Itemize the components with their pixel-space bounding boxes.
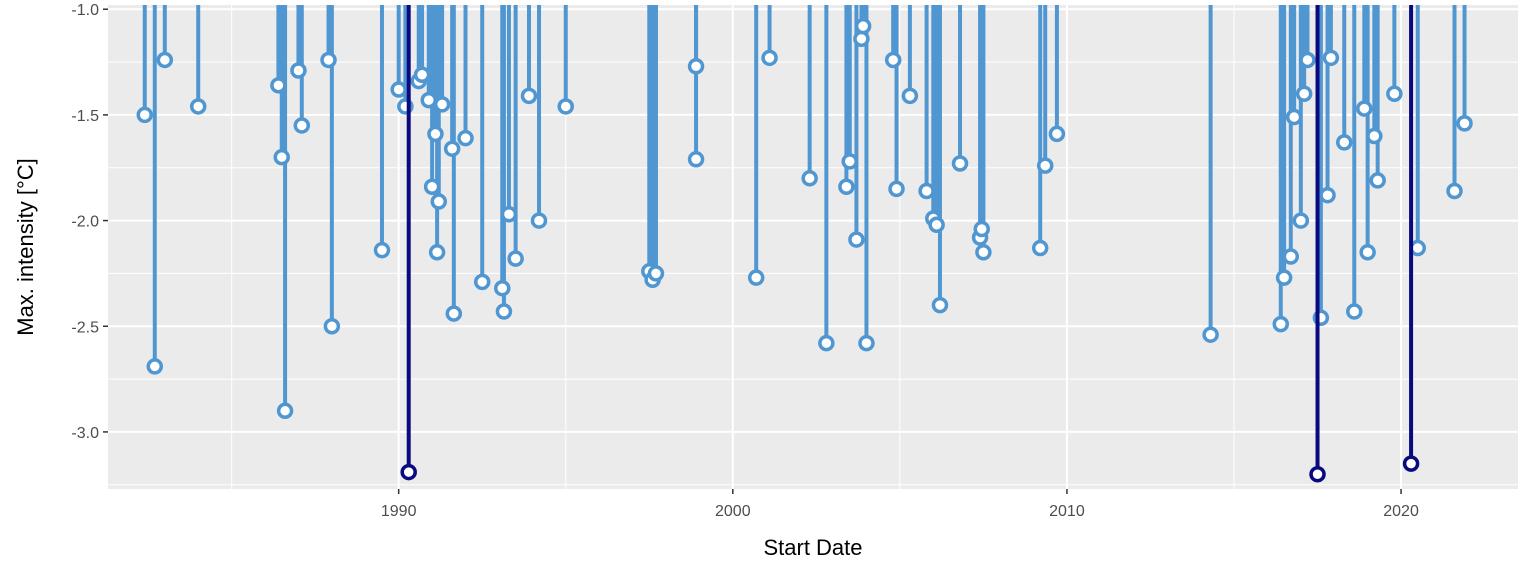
- event-point: [413, 66, 431, 83]
- event-point: [1272, 315, 1290, 333]
- event-point: [1295, 85, 1313, 103]
- event-point: [901, 87, 919, 105]
- x-tick-label: 2010: [1049, 503, 1085, 520]
- event-point: [1409, 239, 1427, 257]
- chart-marks: [136, 5, 1473, 483]
- event-point: [189, 98, 207, 115]
- event-point: [848, 231, 865, 248]
- event-point: [507, 250, 524, 267]
- event-point: [687, 58, 705, 75]
- event-point: [951, 155, 969, 172]
- event-point: [290, 62, 307, 79]
- event-point: [801, 170, 818, 187]
- event-point: [430, 193, 448, 210]
- event-point: [273, 148, 290, 166]
- event-point: [420, 91, 438, 109]
- event-point: [841, 153, 859, 170]
- x-tick-label: 1990: [381, 503, 417, 520]
- plot-panel: [108, 5, 1518, 489]
- y-axis: -1.0 -1.5 -2.0 -2.5 -3.0: [71, 2, 108, 442]
- event-point: [1036, 157, 1054, 174]
- event-point: [931, 296, 949, 314]
- event-point: [747, 269, 765, 286]
- event-point: [1282, 248, 1300, 265]
- event-point: [647, 265, 665, 282]
- event-point: [146, 358, 164, 375]
- event-point: [1456, 115, 1473, 132]
- event-point: [293, 117, 311, 134]
- event-point: [136, 106, 154, 124]
- event-point: [1346, 303, 1363, 320]
- event-point: [390, 81, 407, 98]
- event-point: [323, 318, 341, 335]
- event-point: [1356, 100, 1373, 117]
- event-point: [557, 98, 574, 115]
- event-point: [1359, 244, 1376, 261]
- event-point: [838, 178, 855, 196]
- grid-minor: [108, 5, 1518, 489]
- event-point: [888, 180, 905, 198]
- event-point: [918, 182, 935, 200]
- event-point: [427, 125, 444, 143]
- event-point: [373, 241, 391, 259]
- event-point: [428, 244, 446, 261]
- event-point: [276, 402, 294, 420]
- event-point: [457, 129, 474, 147]
- event-point: [818, 334, 835, 352]
- event-series: [136, 5, 1473, 420]
- event-point: [494, 279, 511, 297]
- event-point: [1031, 239, 1049, 257]
- event-point: [1285, 108, 1303, 126]
- event-point: [1369, 172, 1386, 189]
- event-point: [445, 305, 463, 322]
- y-tick-label: -2.5: [71, 319, 99, 336]
- event-point: [884, 51, 902, 69]
- event-point: [854, 17, 872, 35]
- event-point: [500, 205, 518, 223]
- event-point: [156, 51, 174, 69]
- y-tick-label: -1.0: [71, 2, 99, 19]
- event-point: [1336, 134, 1353, 151]
- event-point: [495, 303, 513, 320]
- event-point: [423, 178, 441, 196]
- event-point: [270, 77, 287, 94]
- event-point: [320, 51, 337, 69]
- event-point: [1319, 186, 1336, 204]
- y-tick-label: -3.0: [71, 425, 99, 442]
- event-point: [443, 140, 461, 157]
- event-point: [761, 49, 778, 67]
- y-tick-label: -2.0: [71, 214, 99, 231]
- event-point: [1402, 455, 1420, 472]
- x-axis: 1990 2000 2010 2020: [381, 489, 1419, 520]
- event-point: [1366, 127, 1383, 145]
- event-point: [520, 87, 538, 105]
- event-point: [853, 30, 870, 48]
- event-point: [973, 220, 990, 238]
- event-point: [1275, 269, 1293, 286]
- event-point: [687, 151, 705, 168]
- event-point: [433, 96, 451, 113]
- event-point: [473, 273, 491, 291]
- event-point: [1299, 51, 1316, 69]
- x-tick-label: 2000: [715, 503, 751, 520]
- event-point: [858, 334, 875, 352]
- x-axis-title: Start Date: [763, 535, 862, 560]
- event-point: [1446, 182, 1463, 200]
- event-point: [1048, 125, 1066, 143]
- event-point: [1386, 85, 1403, 103]
- event-point: [928, 216, 945, 234]
- event-point: [1322, 49, 1340, 67]
- x-tick-label: 2020: [1383, 503, 1419, 520]
- event-point: [400, 463, 417, 481]
- y-axis-title: Max. intensity [°C]: [13, 158, 38, 336]
- event-point: [530, 212, 548, 229]
- highlighted-series: [400, 5, 1420, 483]
- event-point: [1309, 465, 1326, 483]
- y-tick-label: -1.5: [71, 108, 99, 125]
- event-point: [1292, 212, 1310, 229]
- event-point: [1202, 326, 1219, 343]
- event-point: [975, 244, 992, 261]
